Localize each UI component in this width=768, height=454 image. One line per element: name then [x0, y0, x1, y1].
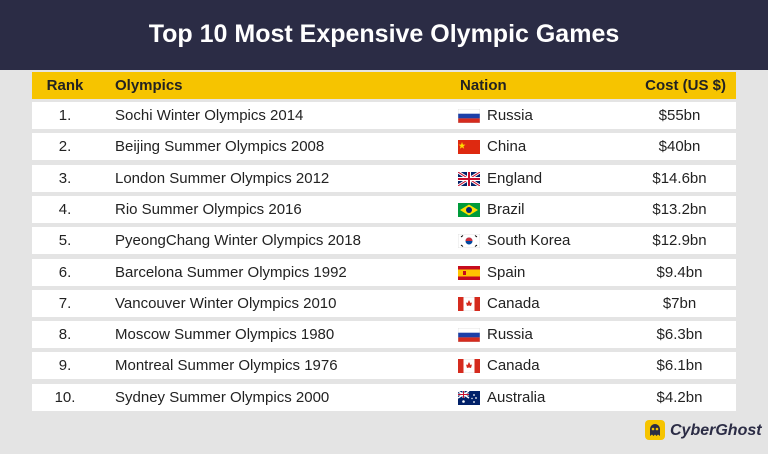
rank-cell: 7.: [58, 294, 72, 312]
olympics-cell: PyeongChang Winter Olympics 2018: [115, 232, 361, 250]
cost-cell: $9.4bn: [656, 263, 703, 281]
olympics-cell: Beijing Summer Olympics 2008: [115, 138, 325, 156]
table-row: 4. Rio Summer Olympics 2016 Brazil $13.2bn: [32, 195, 736, 223]
column-header: Rank: [46, 77, 84, 94]
flag-icon: [458, 359, 480, 374]
olympics-cell: London Summer Olympics 2012: [115, 169, 330, 187]
cost-cell: $6.3bn: [656, 326, 703, 344]
cost-cell: $40bn: [658, 138, 701, 156]
cost-cell: $13.2bn: [652, 200, 707, 218]
cost-cell: $14.6bn: [652, 169, 707, 187]
cost-cell: $4.2bn: [656, 388, 703, 406]
column-header: Nation: [460, 77, 507, 94]
nation-cell: Russia: [487, 107, 533, 124]
flag-icon: [458, 202, 480, 217]
rank-cell: 3.: [58, 169, 72, 187]
table-row: 5. PyeongChang Winter Olympics 2018 South …: [32, 227, 736, 255]
column-header: Olympics: [115, 77, 183, 94]
flag-icon: [458, 265, 480, 280]
nation-cell: Canada: [487, 357, 540, 375]
rank-cell: 10.: [54, 388, 76, 406]
rank-cell: 1.: [58, 107, 72, 124]
flag-icon: [458, 140, 480, 155]
nation-cell: Brazil: [487, 200, 525, 218]
cost-cell: $12.9bn: [652, 232, 707, 250]
nation-cell: Australia: [487, 388, 546, 406]
rank-cell: 9.: [58, 357, 72, 375]
olympics-cell: Barcelona Summer Olympics 1992: [115, 263, 347, 281]
brand-name: CyberGhost: [670, 422, 762, 439]
table-row: 3. London Summer Olympics 2012 England $14.…: [32, 164, 736, 192]
olympics-cell: Sydney Summer Olympics 2000: [115, 388, 330, 406]
rank-cell: 8.: [58, 326, 72, 344]
cost-cell: $55bn: [658, 107, 701, 124]
olympics-cell: Moscow Summer Olympics 1980: [115, 326, 335, 344]
column-header: Cost (US $): [645, 77, 726, 94]
olympics-cell: Montreal Summer Olympics 1976: [115, 357, 338, 375]
nation-cell: Canada: [487, 294, 540, 312]
table-row: 10. Sydney Summer Olympics 2000 Australia $…: [32, 383, 736, 411]
table-row: 7. Vancouver Winter Olympics 2010 Canada $7…: [32, 289, 736, 317]
rank-cell: 5.: [58, 232, 72, 250]
olympics-cell: Sochi Winter Olympics 2014: [115, 107, 304, 124]
table-row: 2. Beijing Summer Olympics 2008 China $40bn: [32, 133, 736, 161]
flag-icon: [458, 109, 480, 123]
title: Top 10 Most Expensive Olympic Games: [148, 20, 620, 48]
flag-icon: [458, 296, 480, 311]
flag-icon: [458, 328, 480, 343]
rank-cell: 2.: [58, 138, 72, 156]
nation-cell: England: [487, 169, 543, 187]
table-row: 1. Sochi Winter Olympics 2014 Russia $55bn: [32, 102, 736, 129]
table-row: 9. Montreal Summer Olympics 1976 Canada $6.…: [32, 352, 736, 380]
rank-cell: 4.: [58, 200, 72, 218]
cost-cell: $7bn: [662, 294, 697, 312]
table-row: 6. Barcelona Summer Olympics 1992 Spain $9.…: [32, 258, 736, 286]
flag-icon: [458, 171, 480, 186]
olympics-cell: Rio Summer Olympics 2016: [115, 200, 302, 218]
table-row: 8. Moscow Summer Olympics 1980 Russia $6.3b…: [32, 321, 736, 349]
flag-icon: [458, 234, 480, 249]
olympics-cell: Vancouver Winter Olympics 2010: [115, 294, 337, 312]
nation-cell: Spain: [487, 263, 526, 281]
nation-cell: China: [487, 138, 527, 156]
flag-icon: [458, 390, 480, 405]
logo-icon: [645, 420, 665, 440]
rank-cell: 6.: [58, 263, 72, 281]
nation-cell: Russia: [487, 326, 533, 344]
nation-cell: South Korea: [487, 232, 571, 250]
header-bar: Top 10 Most Expensive Olympic Games: [0, 0, 768, 70]
table-header: Rank Olympics Nation Cost (US $): [32, 72, 736, 99]
cost-cell: $6.1bn: [656, 357, 703, 375]
